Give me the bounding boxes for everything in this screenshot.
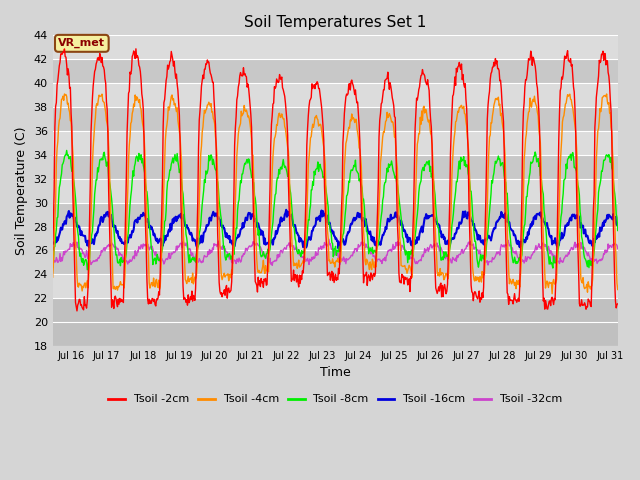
Tsoil -8cm bbox=[248, 174, 256, 180]
Bar bbox=[52, 298, 618, 322]
Tsoil -32cm bbox=[115, 252, 123, 258]
Text: VR_met: VR_met bbox=[58, 38, 106, 48]
Bar bbox=[52, 179, 618, 203]
Line: Tsoil -4cm: Tsoil -4cm bbox=[52, 94, 618, 294]
Tsoil -4cm bbox=[247, 128, 255, 134]
Tsoil -4cm bbox=[425, 117, 433, 123]
Tsoil -32cm bbox=[247, 244, 255, 250]
Tsoil -8cm bbox=[49, 264, 56, 270]
Bar bbox=[52, 83, 618, 107]
Tsoil -8cm bbox=[270, 207, 278, 213]
Tsoil -4cm bbox=[548, 291, 556, 297]
Tsoil -4cm bbox=[219, 275, 227, 280]
Tsoil -16cm bbox=[247, 216, 255, 222]
Tsoil -16cm bbox=[395, 216, 403, 221]
Tsoil -2cm bbox=[427, 116, 435, 122]
Tsoil -8cm bbox=[427, 164, 435, 169]
Tsoil -32cm bbox=[49, 260, 56, 266]
Y-axis label: Soil Temperature (C): Soil Temperature (C) bbox=[15, 126, 28, 255]
Tsoil -16cm bbox=[219, 223, 227, 228]
Bar bbox=[52, 203, 618, 227]
Tsoil -4cm bbox=[394, 166, 401, 171]
Tsoil -32cm bbox=[269, 259, 276, 264]
Tsoil -32cm bbox=[219, 243, 227, 249]
Tsoil -32cm bbox=[614, 246, 621, 252]
X-axis label: Time: Time bbox=[320, 366, 351, 380]
Line: Tsoil -16cm: Tsoil -16cm bbox=[52, 210, 618, 249]
Tsoil -32cm bbox=[427, 241, 435, 247]
Tsoil -2cm bbox=[49, 247, 56, 253]
Tsoil -2cm bbox=[614, 301, 621, 307]
Tsoil -32cm bbox=[395, 242, 403, 248]
Tsoil -4cm bbox=[115, 284, 123, 289]
Tsoil -32cm bbox=[325, 236, 333, 242]
Tsoil -16cm bbox=[427, 213, 435, 219]
Tsoil -4cm bbox=[614, 287, 621, 292]
Tsoil -2cm bbox=[132, 46, 140, 52]
Legend: Tsoil -2cm, Tsoil -4cm, Tsoil -8cm, Tsoil -16cm, Tsoil -32cm: Tsoil -2cm, Tsoil -4cm, Tsoil -8cm, Tsoi… bbox=[104, 390, 566, 409]
Tsoil -32cm bbox=[268, 263, 276, 268]
Tsoil -8cm bbox=[63, 147, 70, 153]
Bar bbox=[52, 59, 618, 83]
Tsoil -4cm bbox=[49, 275, 56, 280]
Tsoil -16cm bbox=[335, 246, 342, 252]
Tsoil -4cm bbox=[268, 168, 276, 174]
Title: Soil Temperatures Set 1: Soil Temperatures Set 1 bbox=[244, 15, 426, 30]
Line: Tsoil -2cm: Tsoil -2cm bbox=[52, 49, 618, 311]
Tsoil -16cm bbox=[49, 240, 56, 245]
Tsoil -8cm bbox=[395, 194, 403, 200]
Tsoil -2cm bbox=[73, 308, 81, 314]
Tsoil -16cm bbox=[115, 235, 123, 241]
Bar bbox=[52, 36, 618, 59]
Bar bbox=[52, 251, 618, 275]
Tsoil -8cm bbox=[83, 267, 91, 273]
Tsoil -2cm bbox=[395, 270, 403, 276]
Bar bbox=[52, 227, 618, 251]
Bar bbox=[52, 275, 618, 298]
Line: Tsoil -32cm: Tsoil -32cm bbox=[52, 239, 618, 265]
Bar bbox=[52, 155, 618, 179]
Tsoil -8cm bbox=[116, 263, 124, 269]
Line: Tsoil -8cm: Tsoil -8cm bbox=[52, 150, 618, 270]
Tsoil -8cm bbox=[220, 243, 228, 249]
Tsoil -16cm bbox=[268, 237, 276, 243]
Bar bbox=[52, 298, 618, 346]
Bar bbox=[52, 131, 618, 155]
Tsoil -16cm bbox=[614, 221, 621, 227]
Bar bbox=[52, 322, 618, 346]
Tsoil -2cm bbox=[270, 100, 278, 106]
Tsoil -8cm bbox=[614, 228, 621, 233]
Tsoil -4cm bbox=[603, 91, 611, 97]
Bar bbox=[52, 107, 618, 131]
Tsoil -16cm bbox=[282, 207, 290, 213]
Tsoil -2cm bbox=[220, 287, 228, 293]
Tsoil -2cm bbox=[116, 296, 124, 301]
Tsoil -2cm bbox=[248, 165, 256, 170]
